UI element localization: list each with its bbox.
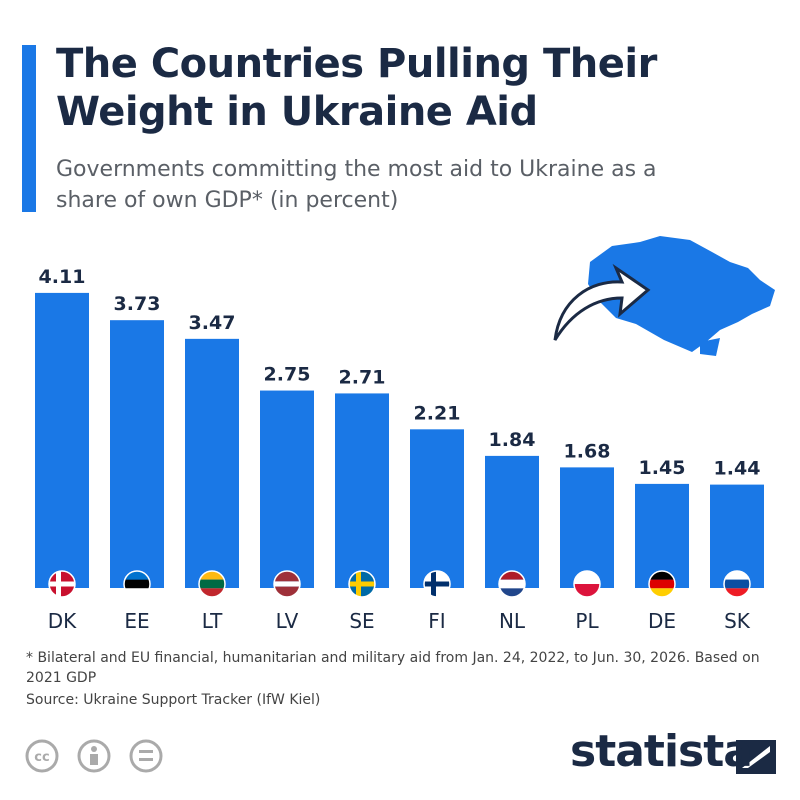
flag-ring [48, 570, 76, 598]
flag-stripe [649, 588, 675, 597]
x-tick-label: SK [724, 609, 751, 633]
value-label: 1.45 [639, 457, 686, 479]
value-label: 1.44 [714, 458, 761, 480]
x-tick-label: PL [575, 609, 599, 633]
x-tick-label: FI [428, 609, 445, 633]
flag-stripe [499, 588, 525, 597]
chart-subtitle: Governments committing the most aid to U… [56, 157, 657, 213]
flag-stripe [274, 581, 300, 587]
flag-stripe [199, 588, 225, 597]
flag [499, 571, 525, 597]
flag-stripe [724, 579, 750, 589]
bar [35, 292, 89, 588]
arrow [553, 263, 651, 341]
flag-ring [498, 570, 526, 598]
x-tick-label: DE [648, 609, 676, 633]
cc-icons: cc [25, 739, 163, 773]
x-tick-label: SE [349, 609, 374, 633]
svg-text:cc: cc [34, 750, 49, 765]
footnote: * Bilateral and EU financial, humanitari… [26, 650, 760, 686]
bar [260, 390, 314, 588]
flag [274, 571, 300, 597]
flag-ring [123, 570, 151, 598]
flag-ring [348, 570, 376, 598]
flag-cross [349, 581, 375, 587]
value-label: 4.11 [39, 266, 86, 288]
flag-stripe [124, 579, 150, 589]
bar [335, 393, 389, 588]
flag-stripe [649, 571, 675, 580]
accent-bar [22, 45, 36, 212]
flag-ring [648, 570, 676, 598]
value-label: 3.47 [189, 312, 236, 334]
flag-ring [723, 570, 751, 598]
flag [724, 571, 750, 597]
value-label: 3.73 [114, 293, 161, 315]
bar [185, 338, 239, 588]
chart-title: The Countries Pulling Their Weight in Uk… [56, 41, 657, 135]
flag-stripe [274, 586, 300, 597]
source: Source: Ukraine Support Tracker (IfW Kie… [26, 692, 321, 708]
x-tick-label: LV [276, 609, 299, 633]
x-tick-label: EE [124, 609, 149, 633]
x-tick-label: LT [202, 609, 223, 633]
brand: statista [570, 726, 753, 777]
crimea [700, 338, 720, 356]
flag-stripe [574, 571, 600, 584]
bar [560, 467, 614, 588]
flag-stripe [499, 579, 525, 589]
value-label: 2.21 [414, 402, 461, 424]
flag-ring [273, 570, 301, 598]
x-tick-label: DK [48, 609, 77, 633]
value-label: 1.84 [489, 429, 536, 451]
flag-cross [49, 581, 75, 587]
flag-ring [573, 570, 601, 598]
flag [574, 571, 600, 597]
value-label: 2.71 [339, 366, 386, 388]
flag-stripe [124, 588, 150, 597]
value-label: 2.75 [264, 364, 311, 386]
flag-ring [423, 570, 451, 598]
flag-stripe [499, 571, 525, 580]
flag-stripe [274, 571, 300, 582]
flag-stripe [574, 584, 600, 597]
flag-stripe [649, 579, 675, 589]
x-tick-label: NL [499, 609, 526, 633]
flag-stripe [124, 571, 150, 580]
flag-stripe [724, 571, 750, 580]
flag [124, 571, 150, 597]
value-label: 1.68 [564, 440, 611, 462]
flag-stripe [199, 571, 225, 580]
flag [649, 571, 675, 597]
bar [410, 429, 464, 588]
ukraine-map [588, 236, 775, 352]
flag [199, 571, 225, 597]
flag-cross [424, 581, 450, 587]
flag-stripe [724, 588, 750, 597]
flag-stripe [199, 579, 225, 589]
bar [110, 320, 164, 588]
flag-ring [198, 570, 226, 598]
brand-logo [736, 740, 776, 774]
bar [485, 455, 539, 588]
